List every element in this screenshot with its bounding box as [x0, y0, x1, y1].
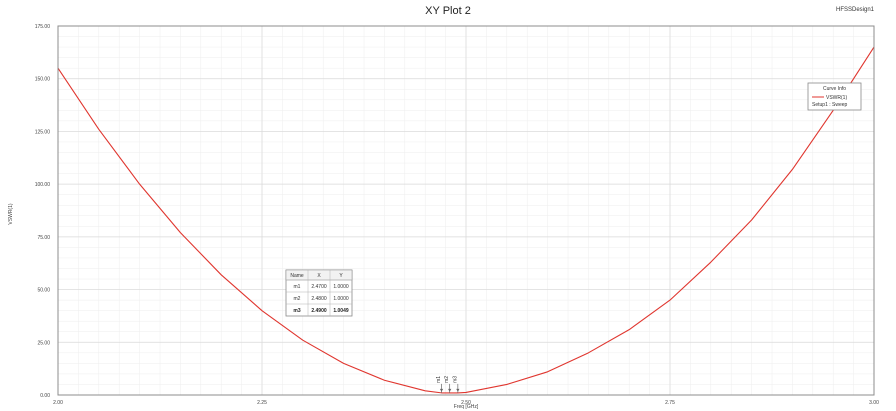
marker-table-header-cell: Name: [290, 273, 304, 279]
y-tick-label: 125.00: [35, 129, 51, 135]
x-tick-label: 2.00: [53, 400, 63, 406]
ticks-layer: 2.00 2.25 2.50 2.75 3.00 0.00 25.00 50.00 75.00 1…: [35, 24, 879, 406]
x-axis-label: Freq [GHz]: [454, 404, 479, 410]
marker-table-header-cell: X: [317, 273, 321, 279]
marker-label: m3: [452, 376, 458, 383]
marker-table-cell: m3: [293, 308, 300, 314]
marker-table-cell: 2.4900: [311, 308, 327, 314]
marker-table-cell: 2.4800: [311, 296, 327, 302]
marker-table-cell: m2: [294, 296, 301, 302]
marker-layer: m1 m2 m3: [436, 376, 460, 393]
legend-setup-label: Setup1 : Sweep: [812, 102, 848, 108]
x-tick-label: 2.75: [665, 400, 675, 406]
y-tick-label: 175.00: [35, 24, 51, 30]
x-tick-label: 3.00: [869, 400, 879, 406]
marker-triangle: [456, 388, 460, 392]
x-tick-label: 2.50: [461, 400, 471, 406]
marker-table-cell: 2.4700: [311, 284, 327, 290]
x-tick-label: 2.25: [257, 400, 267, 406]
y-tick-label: 75.00: [37, 235, 50, 241]
legend-title: Curve Info: [823, 86, 846, 92]
marker-table[interactable]: Name X Ym1 2.4700 1.0000 m2 2.4800 1.0000 m3 2.49…: [285, 269, 353, 317]
marker-table-cell: m1: [294, 284, 301, 290]
y-axis-label: VSWR(1): [8, 203, 14, 224]
marker-triangle: [448, 388, 452, 392]
marker-table-cell: 1.0049: [333, 308, 349, 314]
plot-frame: [57, 25, 875, 396]
curve-info-legend[interactable]: Curve Info VSWR(1) Setup1 : Sweep: [807, 82, 862, 111]
y-tick-label: 150.00: [35, 77, 51, 83]
vswr-series-line: [57, 46, 875, 394]
y-tick-label: 100.00: [35, 182, 51, 188]
grid-layer: [57, 25, 875, 396]
legend-series-label: VSWR(1): [826, 95, 847, 101]
marker-triangle: [439, 388, 444, 392]
marker-table-cell: 1.0000: [333, 296, 349, 302]
marker-table-cell: 1.0000: [333, 284, 349, 290]
marker-label: m2: [444, 376, 450, 383]
y-tick-label: 0.00: [40, 393, 50, 399]
design-name: HFSSDesign1: [836, 7, 875, 13]
y-tick-label: 50.00: [37, 288, 50, 294]
y-tick-label: 25.00: [37, 340, 50, 346]
marker-table-header-cell: Y: [339, 273, 343, 279]
marker-label: m1: [436, 376, 442, 383]
series-layer: [57, 46, 875, 394]
chart-title: XY Plot 2: [425, 5, 471, 17]
